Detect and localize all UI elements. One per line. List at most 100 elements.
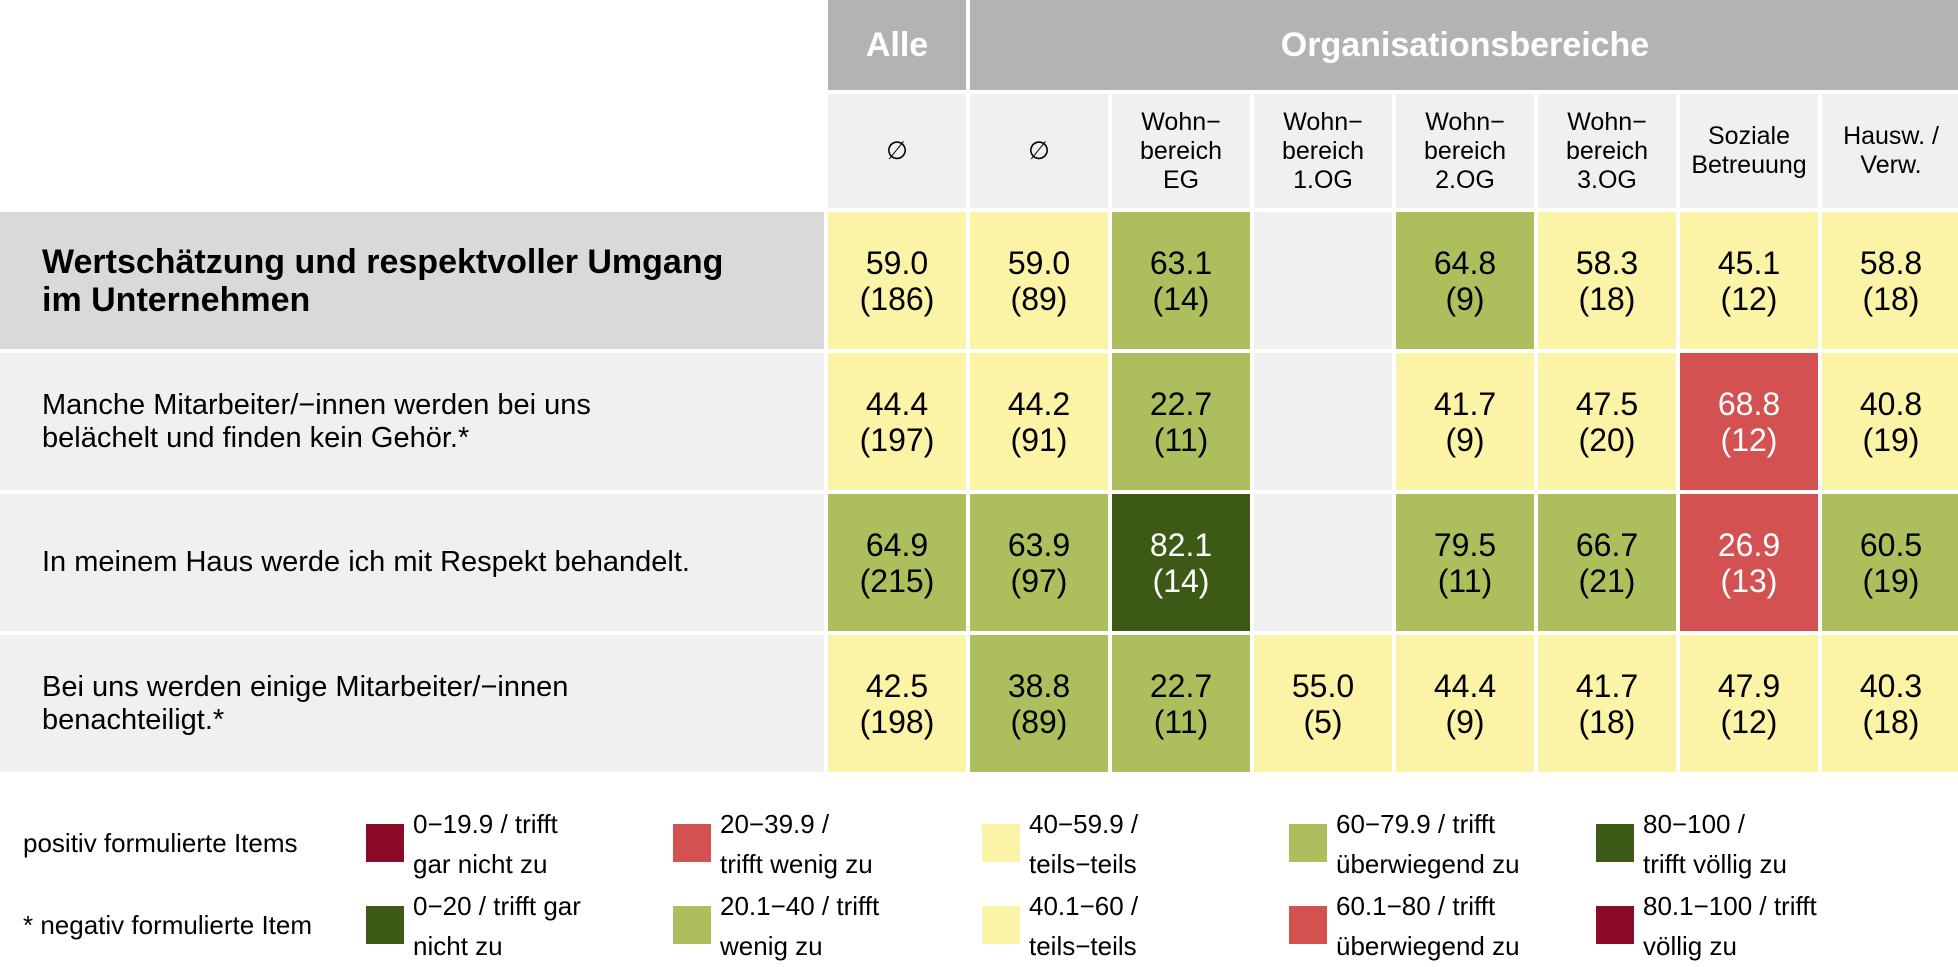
sample-size: (19) (1862, 421, 1920, 458)
sample-size: (18) (1578, 703, 1636, 740)
column-header-3: Wohn− bereich 1.OG (1254, 94, 1392, 208)
legend-entry: 40−59.9 /teils−teils (1029, 809, 1139, 879)
sample-size: (21) (1578, 562, 1636, 599)
value-cell: 59.0 (89) (970, 212, 1108, 349)
sample-size: (186) (859, 280, 935, 317)
mean-value: 42.5 (865, 667, 929, 704)
sample-size: (14) (1152, 562, 1210, 599)
mean-value: 44.2 (1007, 385, 1071, 422)
column-header-5: Wohn− bereich 3.OG (1538, 94, 1676, 208)
mean-value: 38.8 (1007, 667, 1071, 704)
column-header-7: Hausw. / Verw. (1822, 94, 1958, 208)
legend-entry: 20−39.9 /trifft wenig zu (720, 809, 873, 879)
column-header-2: Wohn− bereich EG (1112, 94, 1250, 208)
value-cell: 40.8 (19) (1822, 353, 1958, 490)
value-cell: 22.7 (11) (1112, 353, 1250, 490)
sample-size: (5) (1303, 703, 1343, 740)
legend-swatch (1596, 906, 1634, 944)
legend-swatch (673, 824, 711, 862)
sample-size: (197) (859, 421, 935, 458)
legend-swatch (366, 824, 404, 862)
sample-size: (12) (1720, 703, 1778, 740)
legend-entry: 40.1−60 /teils−teils (1029, 891, 1139, 961)
value-cell: 60.5 (19) (1822, 494, 1958, 631)
value-cell-empty (1254, 353, 1392, 490)
sample-size: (12) (1720, 421, 1778, 458)
value-cell: 66.7 (21) (1538, 494, 1676, 631)
value-cell: 44.2 (91) (970, 353, 1108, 490)
legend-swatch (982, 906, 1020, 944)
legend-entry: 80.1−100 / trifft völlig zu (1643, 891, 1817, 961)
mean-value: 41.7 (1433, 385, 1497, 422)
legend-negative-label: * negativ formulierte Item (23, 910, 313, 940)
legend-swatch (366, 906, 404, 944)
mean-value: 22.7 (1149, 667, 1213, 704)
mean-value: 45.1 (1717, 244, 1781, 281)
sample-size: (18) (1862, 703, 1920, 740)
mean-value: 41.7 (1575, 667, 1639, 704)
mean-value: 44.4 (865, 385, 929, 422)
mean-value: 66.7 (1575, 526, 1639, 563)
legend-entry: 0−20 / trifft gar nicht zu (413, 891, 581, 961)
value-cell: 68.8 (12) (1680, 353, 1818, 490)
value-cell: 63.1 (14) (1112, 212, 1250, 349)
value-cell: 58.3 (18) (1538, 212, 1676, 349)
value-cell: 47.5 (20) (1538, 353, 1676, 490)
mean-value: 79.5 (1433, 526, 1497, 563)
value-cell: 38.8 (89) (970, 635, 1108, 772)
mean-value: 40.8 (1859, 385, 1923, 422)
mean-value: 22.7 (1149, 385, 1213, 422)
legend-entry: 80−100 /trifft völlig zu (1643, 809, 1788, 879)
sample-size: (91) (1010, 421, 1068, 458)
sample-size: (9) (1445, 280, 1485, 317)
sample-size: (19) (1862, 562, 1920, 599)
mean-value: 82.1 (1149, 526, 1213, 563)
value-cell-empty (1254, 494, 1392, 631)
mean-value: 59.0 (865, 244, 929, 281)
legend-entry: 0−19.9 / trifft gar nicht zu (413, 809, 558, 879)
value-cell: 41.7 (18) (1538, 635, 1676, 772)
column-header-4: Wohn− bereich 2.OG (1396, 94, 1534, 208)
legend-swatch (1289, 906, 1327, 944)
mean-value: 40.3 (1859, 667, 1923, 704)
legend-swatch (982, 824, 1020, 862)
value-cell: 41.7 (9) (1396, 353, 1534, 490)
sample-size: (89) (1010, 703, 1068, 740)
sample-size: (215) (859, 562, 935, 599)
mean-value: 44.4 (1433, 667, 1497, 704)
column-header-1: ∅ (970, 94, 1108, 208)
legend-entry: 60−79.9 / trifft überwiegend zu (1336, 809, 1520, 879)
value-cell: 44.4 (197) (828, 353, 966, 490)
sample-size: (20) (1578, 421, 1636, 458)
item-label: Manche Mitarbeiter/−innen werden bei uns… (0, 353, 824, 490)
legend-swatch (673, 906, 711, 944)
column-header-0: ∅ (828, 94, 966, 208)
sample-size: (11) (1437, 562, 1493, 599)
sample-size: (12) (1720, 280, 1778, 317)
sample-size: (13) (1720, 562, 1778, 599)
sample-size: (14) (1152, 280, 1210, 317)
header-group-0: Alle (828, 0, 966, 90)
header-group-1: Organisationsbereiche (970, 0, 1958, 90)
legend-entry: 20.1−40 / trifft wenig zu (720, 891, 880, 961)
value-cell: 26.9 (13) (1680, 494, 1818, 631)
value-cell-empty (1254, 212, 1392, 349)
mean-value: 64.8 (1433, 244, 1497, 281)
column-header-6: Soziale Betreuung (1680, 94, 1818, 208)
sample-size: (97) (1010, 562, 1068, 599)
sample-size: (11) (1153, 421, 1209, 458)
mean-value: 47.9 (1717, 667, 1781, 704)
value-cell: 47.9 (12) (1680, 635, 1818, 772)
legend-positive-label: positiv formulierte Items (23, 828, 298, 858)
value-cell: 64.8 (9) (1396, 212, 1534, 349)
sample-size: (198) (859, 703, 935, 740)
sample-size: (11) (1153, 703, 1209, 740)
mean-value: 58.3 (1575, 244, 1639, 281)
mean-value: 60.5 (1859, 526, 1923, 563)
value-cell: 44.4 (9) (1396, 635, 1534, 772)
value-cell: 82.1 (14) (1112, 494, 1250, 631)
value-cell: 22.7 (11) (1112, 635, 1250, 772)
value-cell: 63.9 (97) (970, 494, 1108, 631)
value-cell: 58.8 (18) (1822, 212, 1958, 349)
